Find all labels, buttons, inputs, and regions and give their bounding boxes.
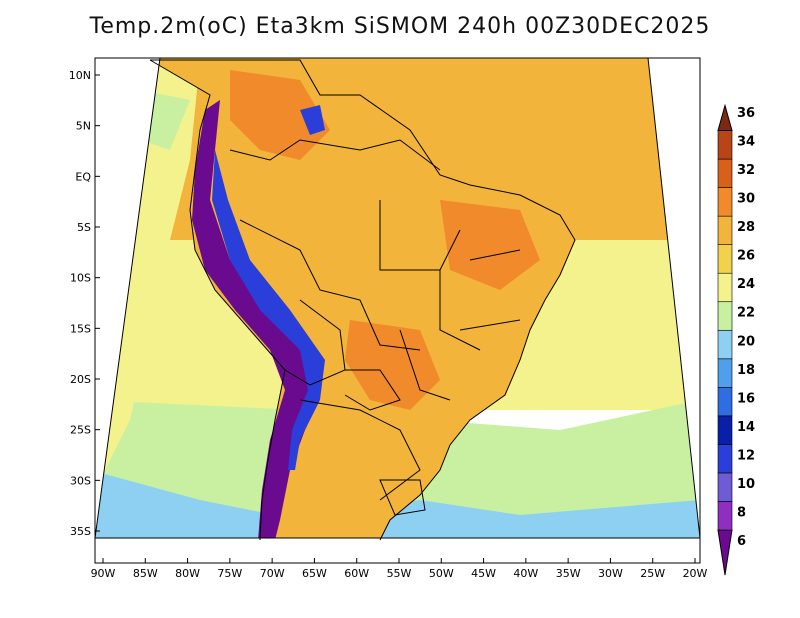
lon-tick-label: 65W (302, 567, 327, 580)
lon-tick-label: 90W (91, 567, 116, 580)
lon-tick-label: 75W (217, 567, 242, 580)
country-boundaries (149, 59, 576, 541)
colorbar-segment (717, 187, 733, 217)
colorbar-segment (717, 244, 733, 274)
colorbar-label: 12 (737, 448, 755, 463)
hot-region-north (230, 70, 330, 160)
colorbar-segment (717, 387, 733, 417)
lon-tick-label: 45W (471, 567, 496, 580)
colorbar-label: 22 (737, 306, 755, 321)
colorbar-max-arrow (717, 103, 733, 132)
colorbar-segment (717, 130, 733, 160)
latitude-axis: 10N 5N EQ 5S 10S 15S 20S 25S 30S 35S (69, 69, 100, 538)
colorbar-label: 6 (737, 534, 746, 549)
colorbar-label: 18 (737, 363, 755, 378)
colorbar-segment (717, 501, 733, 531)
colorbar-segment (717, 215, 733, 245)
colorbar-label: 34 (737, 135, 755, 150)
colorbar-label: 32 (737, 163, 755, 178)
colorbar-segment (717, 301, 733, 331)
plot-border (94, 57, 701, 564)
colorbar-label: 28 (737, 220, 755, 235)
boundary-north (229, 139, 441, 171)
andes-cold-ridge (192, 100, 320, 538)
lon-tick-label: 50W (429, 567, 454, 580)
hot-region-central (345, 320, 440, 410)
lat-tick-label: 35S (70, 525, 91, 538)
colorbar-segment (717, 472, 733, 502)
lon-tick-label: 35W (556, 567, 581, 580)
temperature-field (95, 58, 700, 538)
boundary-paraguay (344, 369, 401, 411)
lon-tick-label: 30W (598, 567, 623, 580)
lat-tick-label: 25S (70, 424, 91, 437)
colorbar-label: 20 (737, 334, 755, 349)
map-title: Temp.2m(oC) Eta3km SiSMOM 240h 00Z30DEC2… (89, 14, 711, 39)
south-america-land (150, 60, 575, 538)
colorbar-segment (717, 329, 733, 360)
lat-tick-label: 5S (77, 221, 91, 234)
lat-tick-label: 20S (70, 373, 91, 386)
boundary-brazil-states (379, 200, 521, 401)
colorbar-label: 16 (737, 391, 755, 406)
lon-tick-label: 40W (513, 567, 538, 580)
colorbar-label: 14 (737, 420, 755, 435)
lat-tick-label: 5N (76, 120, 91, 133)
colorbar-segment (717, 415, 733, 445)
venezuela-cold-patch (300, 105, 325, 135)
coastline (149, 59, 576, 541)
colorbar-label: 36 (737, 106, 755, 121)
colorbar-segment (717, 358, 733, 388)
colorbar-label: 10 (737, 477, 755, 492)
lon-tick-label: 70W (260, 567, 285, 580)
colorbar: 6 8 10 12 14 16 18 20 22 24 26 28 30 32 34 36 (717, 103, 755, 576)
colorbar-segment (717, 158, 733, 188)
andes-blue-fringe (212, 150, 325, 470)
boundary-uruguay (379, 479, 426, 516)
lon-tick-label: 80W (175, 567, 200, 580)
longitude-axis: 90W 85W 80W 75W 70W 65W 60W 55W 50W 45W 40W 35W 30W 2… (91, 558, 708, 580)
hot-region-east (440, 200, 540, 290)
lon-tick-label: 60W (344, 567, 369, 580)
lon-tick-label: 20W (683, 567, 708, 580)
lon-tick-label: 85W (133, 567, 158, 580)
lat-tick-label: 15S (70, 322, 91, 335)
boundary-brazil-west (239, 219, 421, 351)
lat-tick-label: 10S (70, 272, 91, 285)
lat-tick-label: 30S (70, 474, 91, 487)
colorbar-label: 8 (737, 505, 746, 520)
lat-tick-label: EQ (75, 170, 91, 183)
colorbar-label: 30 (737, 192, 755, 207)
lon-tick-label: 25W (640, 567, 665, 580)
lat-tick-label: 10N (69, 69, 91, 82)
colorbar-label: 24 (737, 277, 755, 292)
colorbar-min-arrow (717, 529, 733, 576)
colorbar-segment (717, 272, 733, 303)
colorbar-segment (717, 444, 733, 474)
lon-tick-label: 55W (387, 567, 412, 580)
colorbar-label: 26 (737, 249, 755, 264)
